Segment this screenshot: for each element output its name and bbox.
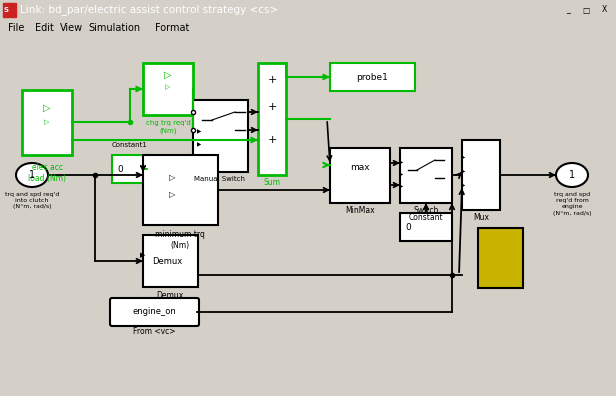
Bar [193, 100, 248, 172]
Text: ▷: ▷ [43, 103, 51, 113]
Text: minimum trq
(Nm): minimum trq (Nm) [155, 230, 205, 250]
Ellipse shape [556, 163, 588, 187]
Text: ▶: ▶ [197, 129, 201, 135]
Bar [478, 228, 523, 288]
Text: 0: 0 [405, 223, 411, 232]
Text: 0: 0 [117, 164, 123, 173]
Text: ▷: ▷ [164, 70, 172, 80]
Bar [400, 148, 452, 203]
Bar [330, 63, 415, 91]
Text: □: □ [582, 6, 590, 15]
Text: ▷: ▷ [169, 190, 175, 200]
Text: ▷: ▷ [169, 173, 175, 183]
Text: Edit: Edit [35, 23, 54, 33]
Text: ▶: ▶ [461, 169, 465, 175]
Text: ▶: ▶ [399, 160, 403, 166]
Text: trq and spd req'd
into clutch
(N°m, rad/s): trq and spd req'd into clutch (N°m, rad/… [5, 192, 59, 209]
Text: Format: Format [155, 23, 189, 33]
Bar [560, 2, 576, 18]
Bar [578, 2, 594, 18]
Bar [143, 155, 218, 225]
Text: +: + [267, 75, 277, 85]
Text: elec acc
load (Nm): elec acc load (Nm) [28, 163, 66, 183]
Text: ▷: ▷ [165, 84, 171, 90]
Text: probe1: probe1 [356, 72, 388, 82]
Bar [596, 2, 612, 18]
Text: ▶: ▶ [461, 183, 465, 188]
Text: Demux: Demux [156, 291, 184, 300]
Text: From <vc>: From <vc> [133, 327, 175, 336]
Text: Mux: Mux [473, 213, 489, 222]
Text: X: X [601, 6, 607, 15]
Bar [112, 155, 147, 183]
Bar [143, 235, 198, 287]
Bar [400, 213, 452, 241]
Bar [3, 3, 16, 17]
Text: ▶: ▶ [399, 173, 403, 177]
Bar [143, 63, 193, 115]
Text: View: View [60, 23, 83, 33]
Text: chg trq req'd
(Nm): chg trq req'd (Nm) [145, 120, 190, 134]
Text: _: _ [566, 6, 570, 15]
Text: max: max [350, 164, 370, 173]
FancyBboxPatch shape [110, 298, 199, 326]
Text: +: + [267, 102, 277, 112]
Text: Switch: Switch [413, 206, 439, 215]
Text: Sum: Sum [264, 178, 280, 187]
Text: File: File [8, 23, 25, 33]
Text: ▶: ▶ [197, 143, 201, 147]
Text: Constant1: Constant1 [112, 142, 148, 148]
Text: Manual Switch: Manual Switch [195, 176, 246, 182]
Text: Demux: Demux [152, 257, 182, 265]
Text: ▶: ▶ [399, 185, 403, 190]
Text: Link: bd_par/electric assist control strategy <cs>: Link: bd_par/electric assist control str… [20, 4, 278, 15]
Ellipse shape [16, 163, 48, 187]
Text: engine_on: engine_on [132, 308, 176, 316]
Bar [258, 63, 286, 175]
Text: MinMax: MinMax [345, 206, 375, 215]
Bar [462, 140, 500, 210]
Text: ▷: ▷ [44, 119, 50, 125]
Text: 1: 1 [29, 170, 35, 180]
Bar [22, 90, 72, 155]
Text: S: S [4, 7, 9, 13]
Text: Constant: Constant [408, 213, 444, 222]
Text: ▶: ▶ [140, 252, 146, 258]
Text: ▶: ▶ [461, 156, 465, 160]
Text: +: + [267, 135, 277, 145]
Text: 1: 1 [569, 170, 575, 180]
Text: trq and spd
req'd from
engine
(N°m, rad/s): trq and spd req'd from engine (N°m, rad/… [553, 192, 591, 215]
Text: Simulation: Simulation [88, 23, 140, 33]
Bar [330, 148, 390, 203]
